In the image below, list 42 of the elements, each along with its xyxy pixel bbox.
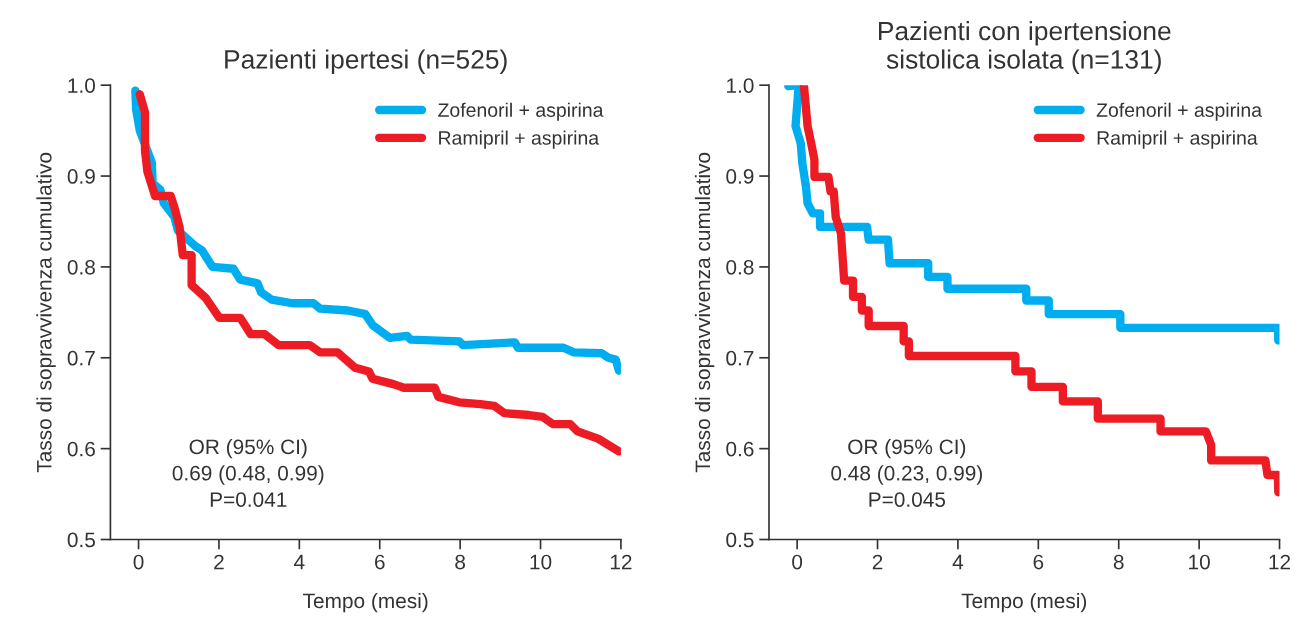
x-tick-label: 6	[1033, 554, 1044, 570]
legend-label: Ramipril + aspirina	[1097, 130, 1258, 149]
x-axis-title: Tempo (mesi)	[961, 592, 1087, 613]
legend-label: Zofenoril + aspirina	[438, 102, 604, 121]
x-tick-label: 4	[952, 554, 964, 570]
annotation: OR (95% CI)	[189, 438, 307, 459]
y-tick-label: 0.7	[726, 350, 754, 366]
y-tick-label: 1.0	[68, 78, 96, 93]
y-tick-label: 0.8	[726, 259, 754, 275]
annotation: 0.48 (0.23, 0.99)	[831, 465, 982, 485]
annotation: 0.69 (0.48, 0.99)	[172, 465, 324, 485]
y-tick-label: 0.8	[67, 259, 95, 275]
x-tick-label: 10	[1189, 554, 1210, 570]
x-tick-label: 8	[1113, 554, 1124, 570]
x-tick-label: 8	[455, 554, 466, 570]
y-tick-label: 0.5	[67, 532, 95, 548]
x-tick-label: 2	[872, 554, 883, 570]
x-tick-label: 12	[610, 554, 632, 570]
x-tick-label: 0	[792, 554, 803, 570]
legend-label: Zofenoril + aspirina	[1096, 102, 1263, 121]
x-tick-label: 6	[375, 554, 385, 570]
y-tick-label: 0.7	[67, 350, 95, 366]
y-axis-title: Tasso di sopravvivenza cumulativo	[36, 152, 56, 473]
y-tick-label: 0.6	[67, 441, 95, 457]
x-tick-label: 12	[1269, 554, 1291, 570]
annotation: P=0.041	[210, 492, 287, 507]
x-axis-title: Tempo (mesi)	[303, 592, 428, 613]
y-tick-label: 0.5	[726, 532, 754, 548]
annotation: OR (95% CI)	[848, 438, 966, 459]
chart-title: Pazienti con ipertensione sistolica isolata (n=131)	[878, 20, 1171, 74]
y-axis-title: Tasso di sopravvivenza cumulativo	[694, 152, 715, 473]
y-tick-label: 0.9	[67, 169, 95, 184]
y-tick-label: 1.0	[727, 78, 754, 93]
x-tick-label: 10	[530, 554, 552, 570]
legend-label: Ramipril + aspirina	[439, 130, 600, 149]
x-tick-label: 0	[133, 554, 144, 570]
annotation: P=0.045	[869, 492, 946, 507]
chart-title: Pazienti ipertesi (n=525)	[225, 49, 507, 74]
x-tick-label: 2	[214, 554, 224, 570]
y-tick-label: 0.9	[726, 169, 754, 184]
y-tick-label: 0.6	[726, 441, 754, 457]
x-tick-label: 4	[294, 554, 305, 570]
